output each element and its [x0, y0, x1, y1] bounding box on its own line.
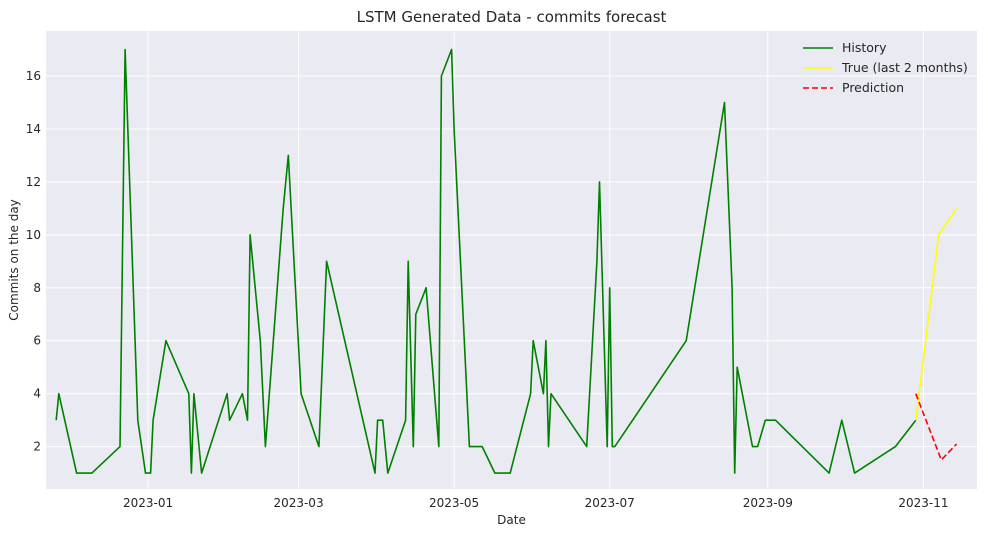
legend-label: Prediction [842, 80, 904, 95]
plot-area [46, 31, 977, 489]
x-tick-label: 2023-01 [123, 496, 173, 510]
y-tick-label: 14 [26, 122, 41, 136]
x-tick-label: 2023-07 [585, 496, 635, 510]
y-tick-label: 2 [33, 440, 41, 454]
y-tick-label: 4 [33, 387, 41, 401]
x-axis-label: Date [497, 513, 526, 527]
series-line-prediction [915, 393, 958, 461]
y-tick-label: 8 [33, 281, 41, 295]
legend-label: History [842, 40, 887, 55]
y-axis-ticks: 2 4 6 8 10 12 14 16 [26, 69, 41, 454]
x-tick-label: 2023-03 [273, 496, 323, 510]
x-axis-ticks: 2023-01 2023-03 2023-05 2023-07 2023-09 2023-… [123, 496, 949, 510]
x-tick-label: 2023-05 [429, 496, 479, 510]
series-line-history [55, 48, 917, 474]
series-layer [55, 48, 958, 474]
chart-title: LSTM Generated Data - commits forecast [357, 8, 667, 26]
y-tick-label: 16 [26, 69, 41, 83]
y-tick-label: 10 [26, 228, 41, 242]
legend: History True (last 2 months) Prediction [803, 40, 968, 95]
gridlines [46, 31, 977, 489]
x-tick-label: 2023-09 [743, 496, 793, 510]
y-tick-label: 12 [26, 175, 41, 189]
y-tick-label: 6 [33, 334, 41, 348]
x-tick-label: 2023-11 [898, 496, 948, 510]
series-line-true-last-2-months [915, 207, 958, 421]
legend-label: True (last 2 months) [841, 60, 968, 75]
y-axis-label: Commits on the day [7, 199, 21, 321]
